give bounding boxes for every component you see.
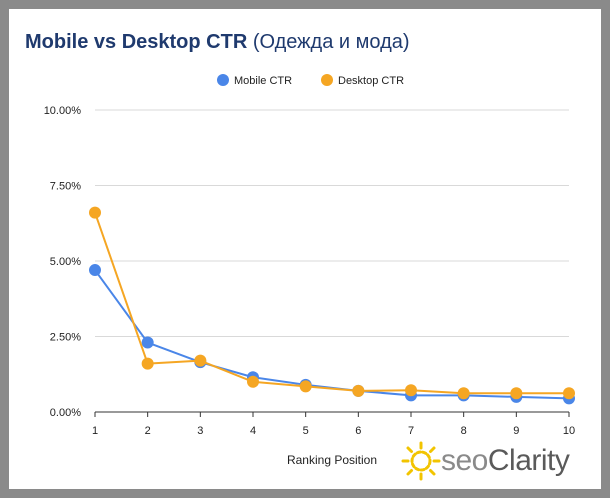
chart-title-sub: (Одежда и мода) <box>252 31 410 53</box>
x-tick-label: 3 <box>197 425 203 437</box>
data-point-series-2 <box>405 384 417 397</box>
sun-icon <box>401 441 441 481</box>
chart-title-main: Mobile vs Desktop CTR <box>25 31 248 53</box>
data-point-series-2 <box>194 354 207 367</box>
data-point-series-2 <box>247 375 259 388</box>
x-tick-label: 4 <box>250 425 256 437</box>
data-point-series-2 <box>141 357 154 370</box>
legend-label: Desktop CTR <box>338 75 404 87</box>
y-tick-label: 0.00% <box>50 407 81 419</box>
legend-marker-1 <box>217 74 229 86</box>
y-tick-label: 5.00% <box>50 256 81 268</box>
x-tick-label: 6 <box>355 425 361 437</box>
y-tick-label: 2.50% <box>50 332 81 344</box>
data-point-series-2 <box>299 380 312 393</box>
data-point-series-2 <box>89 206 101 219</box>
series-line-1 <box>94 269 570 400</box>
y-tick-label: 10.00% <box>44 105 82 117</box>
data-point-series-2 <box>563 387 575 400</box>
seoclarity-logo: seoClarity <box>401 441 570 481</box>
legend-label: Mobile CTR <box>234 75 292 87</box>
x-tick-label: 7 <box>408 425 414 437</box>
x-axis-label: Ranking Position <box>287 453 377 467</box>
chart-card: Mobile vs Desktop CTR (Одежда и мода) 0.… <box>9 9 601 489</box>
brand-suffix: Clarity <box>487 444 570 477</box>
data-point-series-1 <box>89 264 101 277</box>
data-point-series-2 <box>352 384 365 397</box>
brand-name: seoClarity <box>441 444 570 478</box>
x-tick-label: 1 <box>92 425 98 437</box>
y-tick-label: 7.50% <box>50 181 81 193</box>
data-point-series-2 <box>510 387 523 400</box>
x-tick-label: 2 <box>145 425 151 437</box>
data-point-series-2 <box>457 387 470 400</box>
x-tick-label: 10 <box>563 425 575 437</box>
brand-prefix: seo <box>441 444 488 477</box>
chart-title: Mobile vs Desktop CTR (Одежда и мода) <box>25 31 410 54</box>
line-chart: 0.00% 2.50% 5.00% 7.50% 10.00% 1 2 3 4 5 6 7 8 9 10 Ran… <box>44 74 575 467</box>
x-tick-label: 5 <box>303 425 309 437</box>
series-line-2 <box>94 212 569 395</box>
legend-marker-2 <box>321 74 333 86</box>
data-point-series-1 <box>141 336 154 349</box>
x-tick-label: 9 <box>513 425 519 437</box>
x-tick-label: 8 <box>461 425 467 437</box>
